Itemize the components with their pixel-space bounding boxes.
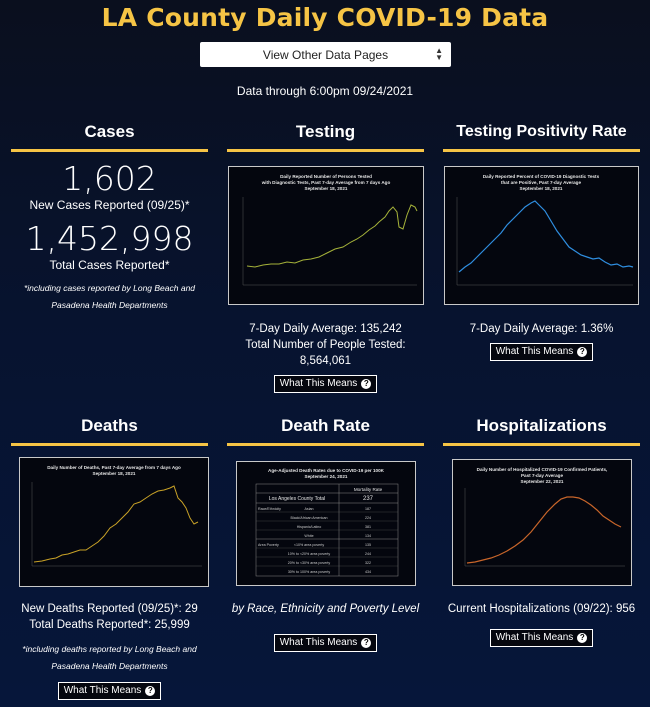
row-label: <10% area poverty: [294, 543, 324, 547]
section-divider: [227, 443, 424, 446]
cases-title: Cases: [84, 122, 135, 141]
chart-title-line: September 22, 2021: [521, 479, 564, 484]
question-circle-icon: ?: [361, 637, 372, 648]
table-title-line: September 24, 2021: [305, 474, 348, 479]
death-rate-footer: by Race, Ethnicity and Poverty Level Wha…: [227, 601, 424, 652]
row-value: 381: [365, 525, 371, 529]
cases-note: *including cases reported by Long Beach …: [23, 283, 196, 310]
button-label: What This Means: [279, 637, 358, 648]
page-title: LA County Daily COVID-19 Data: [101, 3, 549, 32]
question-circle-icon: ?: [577, 632, 588, 643]
county-total-value: 237: [363, 496, 374, 502]
data-pages-dropdown[interactable]: View Other Data Pages ▲ ▼: [200, 42, 451, 67]
testing-chart-thumbnail[interactable]: Daily Reported Number of Persons Tested …: [228, 166, 424, 305]
section-divider: [227, 149, 424, 152]
question-circle-icon: ?: [145, 685, 156, 696]
total-deaths: Total Deaths Reported*: 25,999: [29, 619, 190, 631]
data-through-text: Data through 6:00pm 09/24/2021: [236, 84, 414, 98]
deaths-section: Deaths: [11, 414, 208, 446]
deaths-note: *including deaths reported by Long Beach…: [22, 644, 197, 671]
testing-what-this-means-button[interactable]: What This Means ?: [273, 374, 378, 393]
chart-title-line: Daily Reported Percent of COVID-19 Diagn…: [483, 174, 600, 179]
hospitalizations-chart-thumbnail[interactable]: Daily Number of Hospitalized COVID-19 Co…: [452, 459, 632, 586]
county-total-label: Los Angeles County Total: [269, 496, 325, 502]
chart-title-line: September 18, 2021: [305, 186, 348, 191]
cases-section: Cases 1,602 New Cases Reported (09/25)* …: [11, 120, 208, 314]
section-divider: [11, 149, 208, 152]
death-rate-rows: Race/Ethnicity Asian 187 Black/African A…: [256, 507, 398, 574]
row-label: 30% to 100% area poverty: [288, 570, 331, 574]
testing-stats: 7-Day Daily Average: 135,242 Total Numbe…: [227, 321, 424, 393]
testing-title: Testing: [295, 122, 356, 141]
button-label: What This Means: [495, 346, 574, 357]
row-value: 434: [365, 570, 371, 574]
row-label: White: [304, 534, 313, 538]
mortality-rate-header: Mortality Rate: [354, 487, 383, 492]
chart-title-line: Daily Number of Deaths, Past 7-day Avera…: [47, 465, 181, 470]
positivity-chart-thumbnail[interactable]: Daily Reported Percent of COVID-19 Diagn…: [444, 166, 639, 305]
death-rate-section: Death Rate: [227, 414, 424, 446]
chart-title-line: September 18, 2021: [93, 471, 136, 476]
testing-total: Total Number of People Tested: 8,564,061: [245, 339, 406, 367]
section-divider: [443, 149, 640, 152]
chart-title-line: Daily Reported Number of Persons Tested: [280, 174, 372, 179]
deaths-stats: New Deaths Reported (09/25)*: 29 Total D…: [11, 601, 208, 700]
row-value: 244: [365, 552, 371, 556]
new-cases-label: New Cases Reported (09/25)*: [29, 198, 190, 212]
positivity-average: 7-Day Daily Average: 1.36%: [469, 323, 614, 335]
death-rate-table-thumbnail[interactable]: Age-Adjusted Death Rates due to COVID-19…: [236, 461, 416, 586]
positivity-what-this-means-button[interactable]: What This Means ?: [489, 342, 594, 361]
question-circle-icon: ?: [361, 378, 372, 389]
positivity-stats: 7-Day Daily Average: 1.36% What This Mea…: [443, 321, 640, 361]
row-label: Hispanic/Latino: [297, 525, 322, 529]
chart-title-line: with Diagnostic Tests, Past 7-day Averag…: [261, 180, 391, 185]
button-label: What This Means: [63, 685, 142, 696]
hospitalizations-title: Hospitalizations: [476, 416, 607, 435]
chart-title-line: Daily Number of Hospitalized COVID-19 Co…: [477, 467, 608, 472]
new-cases-count: 1,602: [62, 159, 157, 198]
death-rate-what-this-means-button[interactable]: What This Means ?: [273, 633, 378, 652]
row-label: Black/African American: [291, 516, 328, 520]
deaths-chart-thumbnail[interactable]: Daily Number of Deaths, Past 7-day Avera…: [19, 457, 209, 587]
deaths-title: Deaths: [81, 416, 138, 435]
row-label: 20% to <30% area poverty: [288, 561, 331, 565]
chart-title-line: that are Positive, Past 7-day Average: [501, 180, 582, 185]
row-value: 135: [365, 543, 371, 547]
sort-caret-icon: ▲ ▼: [435, 46, 443, 62]
row-group: Area Poverty: [258, 543, 279, 547]
total-cases-count: 1,452,998: [25, 219, 194, 258]
question-circle-icon: ?: [577, 346, 588, 357]
row-label: 10% to <20% area poverty: [288, 552, 331, 556]
testing-section: Testing: [227, 120, 424, 152]
dropdown-label: View Other Data Pages: [262, 47, 389, 62]
row-value: 134: [365, 534, 371, 538]
row-value: 322: [365, 561, 371, 565]
button-label: What This Means: [495, 632, 574, 643]
chart-title-line: September 18, 2021: [520, 186, 563, 191]
death-rate-caption: by Race, Ethnicity and Poverty Level: [231, 603, 420, 615]
section-divider: [11, 443, 208, 446]
total-cases-label: Total Cases Reported*: [49, 258, 170, 272]
row-label: Asian: [305, 507, 314, 511]
chart-title-line: Past 7-day Average: [521, 473, 563, 478]
button-label: What This Means: [279, 378, 358, 389]
section-divider: [443, 443, 640, 446]
hospitalizations-section: Hospitalizations: [443, 414, 640, 446]
death-rate-title: Death Rate: [281, 416, 370, 435]
new-deaths: New Deaths Reported (09/25)*: 29: [21, 603, 198, 615]
deaths-what-this-means-button[interactable]: What This Means ?: [57, 681, 162, 700]
row-value: 224: [365, 516, 371, 520]
positivity-section: Testing Positivity Rate: [443, 120, 640, 152]
testing-average: 7-Day Daily Average: 135,242: [249, 323, 402, 335]
row-group: Race/Ethnicity: [258, 507, 281, 511]
current-hospitalizations: Current Hospitalizations (09/22): 956: [447, 603, 636, 615]
positivity-title: Testing Positivity Rate: [456, 123, 627, 140]
hospitalizations-what-this-means-button[interactable]: What This Means ?: [489, 628, 594, 647]
table-title-line: Age-Adjusted Death Rates due to COVID-19…: [268, 468, 385, 473]
row-value: 187: [365, 507, 371, 511]
hospitalizations-stats: Current Hospitalizations (09/22): 956 Wh…: [443, 601, 640, 647]
